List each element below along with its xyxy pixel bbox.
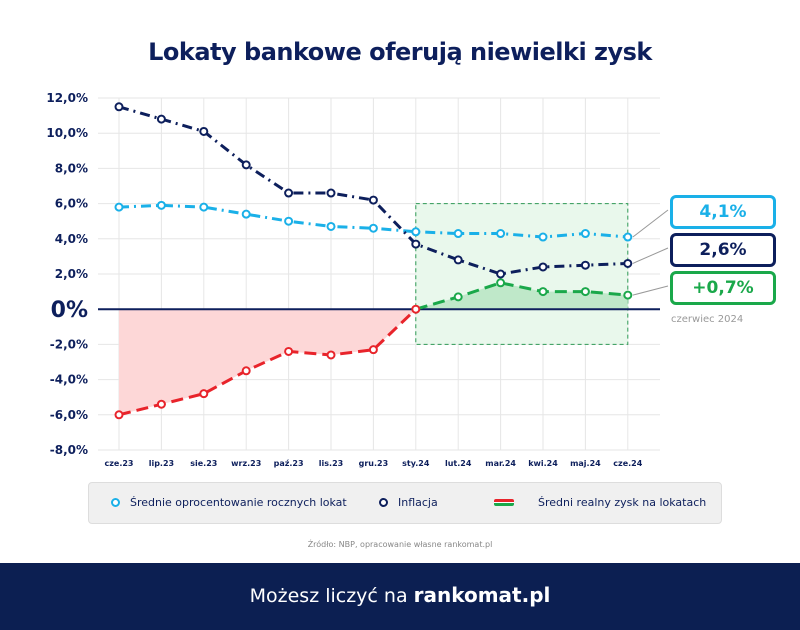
footer-banner: Możesz liczyć na rankomat.pl — [0, 563, 800, 630]
y-tick-label: -2,0% — [50, 337, 88, 351]
legend-label: Średni realny zysk na lokatach — [538, 496, 707, 509]
callout-date: czerwiec 2024 — [671, 314, 744, 325]
negative-area — [119, 309, 416, 415]
data-point-deposit — [453, 229, 463, 239]
callout-deposit-rate: 4,1% — [670, 195, 776, 229]
data-point-inflation — [623, 258, 633, 268]
y-tick-label: 10,0% — [46, 126, 88, 140]
x-tick-label: lis.23 — [319, 459, 343, 468]
x-tick-label: mar.24 — [485, 459, 516, 468]
legend: Średnie oprocentowanie rocznych lokat In… — [88, 482, 722, 524]
legend-item-deposit: Średnie oprocentowanie rocznych lokat — [111, 496, 347, 509]
highlight-box — [415, 203, 629, 345]
legend-label: Inflacja — [398, 496, 438, 509]
callout-real-return: +0,7% — [670, 271, 776, 305]
data-point-real — [411, 304, 421, 314]
data-point-real — [114, 410, 124, 420]
x-tick-label: paź.23 — [274, 459, 304, 468]
x-tick-label: lip.23 — [149, 459, 174, 468]
chart-title: Lokaty bankowe oferują niewielki zysk — [148, 38, 652, 66]
brand-logo[interactable]: rankomat.pl — [413, 583, 551, 607]
data-point-deposit — [284, 216, 294, 226]
data-point-inflation — [538, 262, 548, 272]
data-point-inflation — [199, 126, 209, 136]
callout-leader — [632, 285, 669, 296]
data-point-real — [326, 350, 336, 360]
y-tick-label: 2,0% — [55, 267, 88, 281]
series-line-real-negative — [118, 308, 417, 417]
data-point-real — [241, 366, 251, 376]
data-point-deposit — [623, 232, 633, 242]
data-point-real — [284, 346, 294, 356]
data-point-inflation — [496, 269, 506, 279]
positive-area — [415, 282, 628, 310]
y-tick-label: 8,0% — [55, 161, 88, 175]
chart-plot: 12,0% 10,0% 8,0% 6,0% 4,0% 2,0% 0% -2,0% -4,0% -6… — [46, 91, 669, 468]
data-point-real — [580, 287, 590, 297]
data-point-deposit — [114, 202, 124, 212]
footer-text: Możesz liczyć na — [249, 585, 408, 607]
x-tick-label: sty.24 — [402, 459, 430, 468]
y-tick-label: -6,0% — [50, 408, 88, 422]
data-point-real — [496, 278, 506, 288]
data-point-real — [538, 287, 548, 297]
data-point-deposit — [326, 221, 336, 231]
x-tick-label: maj.24 — [570, 459, 601, 468]
data-point-real — [199, 389, 209, 399]
legend-marker-inflation — [379, 498, 388, 507]
data-point-real — [453, 292, 463, 302]
y-tick-label: 6,0% — [55, 197, 88, 211]
data-point-inflation — [580, 260, 590, 270]
x-tick-label: cze.24 — [613, 459, 642, 468]
data-point-real — [156, 399, 166, 409]
y-tick-label: -8,0% — [50, 443, 88, 457]
legend-marker-real-return — [494, 499, 514, 506]
data-point-real — [623, 290, 633, 300]
data-point-inflation — [411, 239, 421, 249]
legend-marker-deposit — [111, 498, 120, 507]
y-tick-label: 4,0% — [55, 232, 88, 246]
x-tick-label: sie.23 — [190, 459, 217, 468]
data-point-inflation — [326, 188, 336, 198]
x-tick-label: lut.24 — [445, 459, 472, 468]
x-tick-label: gru.23 — [359, 459, 389, 468]
series-line-real-positive — [415, 281, 628, 311]
callout-inflation: 2,6% — [670, 233, 776, 267]
data-point-deposit — [368, 223, 378, 233]
data-point-deposit — [199, 202, 209, 212]
data-point-inflation — [114, 102, 124, 112]
x-tick-label: wrz.23 — [231, 459, 261, 468]
y-tick-label: 0% — [51, 298, 88, 323]
data-point-deposit — [580, 229, 590, 239]
legend-label: Średnie oprocentowanie rocznych lokat — [130, 496, 347, 509]
data-point-inflation — [368, 195, 378, 205]
data-point-inflation — [156, 114, 166, 124]
x-tick-label: cze.23 — [105, 459, 134, 468]
data-point-inflation — [241, 160, 251, 170]
callout-leader — [632, 247, 669, 264]
y-tick-label: -4,0% — [50, 373, 88, 387]
callout-leader — [632, 209, 669, 238]
data-point-inflation — [284, 188, 294, 198]
data-point-real — [368, 345, 378, 355]
source-note: Źródło: NBP, opracowanie własne rankomat… — [307, 540, 493, 549]
data-point-inflation — [453, 255, 463, 265]
y-tick-label: 12,0% — [46, 91, 88, 105]
legend-item-inflation: Inflacja — [379, 496, 438, 509]
data-point-deposit — [411, 227, 421, 237]
data-point-deposit — [496, 229, 506, 239]
data-point-deposit — [156, 200, 166, 210]
x-tick-label: kwi.24 — [528, 459, 558, 468]
legend-item-real-return: Średni realny zysk na lokatach — [494, 496, 706, 509]
data-point-deposit — [538, 232, 548, 242]
data-point-deposit — [241, 209, 251, 219]
